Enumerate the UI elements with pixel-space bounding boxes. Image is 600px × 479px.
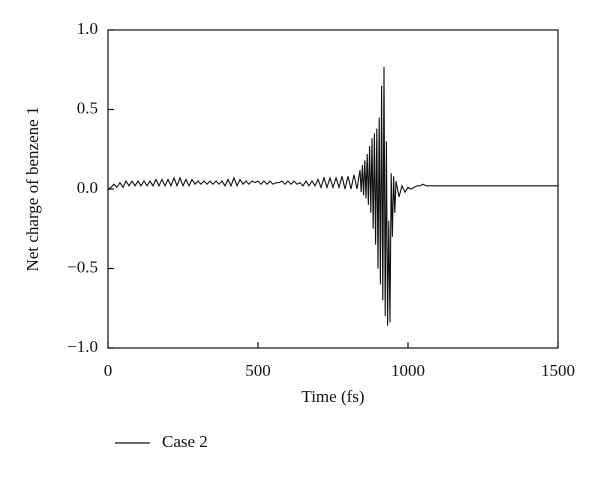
y-tick-label: 0.0: [77, 178, 98, 197]
y-tick-label: −1.0: [67, 337, 98, 356]
data-line: [107, 66, 558, 326]
x-tick-label: 1000: [391, 361, 425, 380]
y-tick-label: 0.5: [77, 98, 98, 117]
x-tick-label: 1500: [541, 361, 575, 380]
x-axis-label: Time (fs): [301, 387, 364, 406]
y-tick-label: −0.5: [67, 257, 98, 276]
y-axis-label: Net charge of benzene 1: [23, 107, 42, 272]
y-tick-label: 1.0: [77, 19, 98, 38]
x-tick-label: 500: [245, 361, 271, 380]
legend-label: Case 2: [162, 432, 208, 451]
x-tick-label: 0: [104, 361, 113, 380]
